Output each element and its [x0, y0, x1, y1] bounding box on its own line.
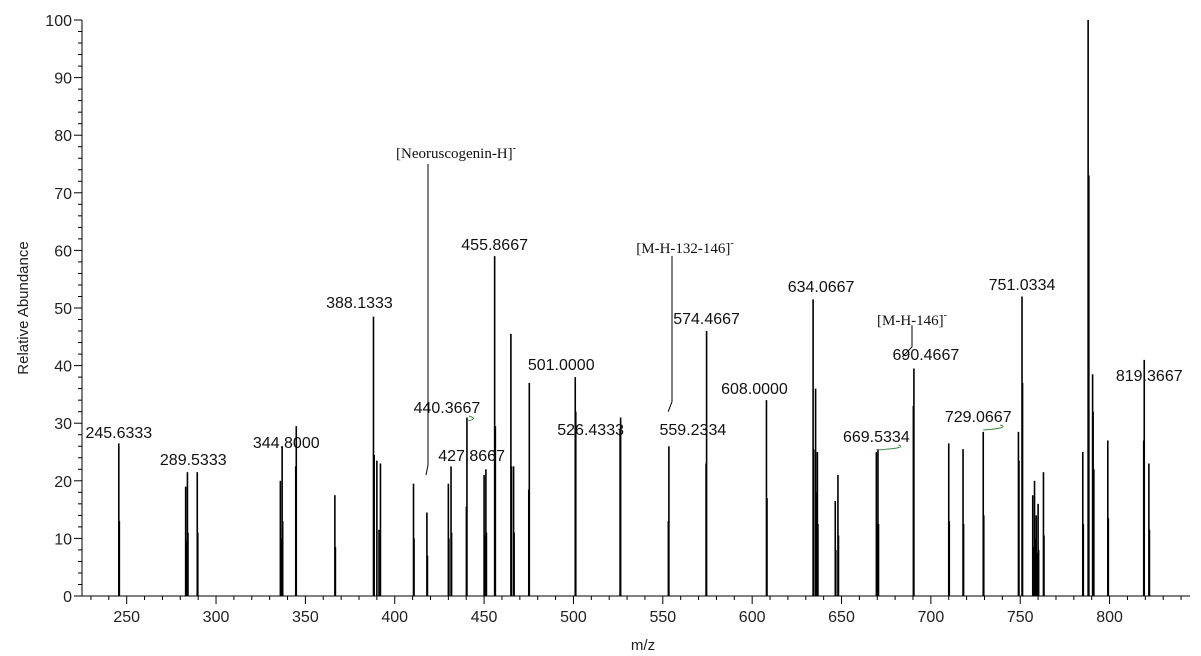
x-axis: 250 300 350 400 450 500 550 600 650 700 750 800: [82, 595, 1190, 626]
peak-series: [118, 20, 1151, 596]
peak-label: 526.4333: [557, 422, 624, 439]
peak-label: 289.5333: [160, 452, 227, 469]
x-axis-title: m/z: [631, 637, 655, 654]
peak-label: 455.8667: [461, 237, 528, 254]
annotations: [Neoruscogenin-H]- [M-H-132-146]- [M-H-146…: [396, 143, 947, 476]
x-tick-label: 700: [918, 609, 945, 626]
peak-label: 344.8000: [253, 435, 320, 452]
x-tick-label: 300: [203, 609, 230, 626]
annotation-label: [M-H-146]-: [877, 310, 947, 329]
peak-label: 501.0000: [528, 357, 595, 374]
y-tick-label: 100: [45, 13, 72, 30]
annotation-leader: [425, 164, 429, 476]
peak-label-leader: [983, 424, 1004, 431]
peak-label: 729.0667: [945, 409, 1012, 426]
annotation-leader: [901, 325, 913, 358]
peak-label: 574.4667: [673, 311, 740, 328]
y-axis: 0 10 20 30 40 50 60 70 80 90 100: [45, 13, 83, 606]
y-tick-label: 50: [54, 301, 72, 318]
peak-label: 819.3667: [1116, 368, 1183, 385]
x-tick-label: 500: [560, 609, 587, 626]
x-tick-label: 750: [1007, 609, 1034, 626]
y-tick-label: 30: [54, 416, 72, 433]
peak-label: 427.8667: [438, 448, 505, 465]
peak-label: 690.4667: [893, 347, 960, 364]
peak-label: 388.1333: [326, 295, 393, 312]
y-tick-label: 90: [54, 71, 72, 88]
x-tick-label: 350: [292, 609, 319, 626]
peak-labels: 245.6333 289.5333 344.8000 388.1333 427.8667…: [85, 237, 1182, 469]
peak-label: 751.0334: [989, 277, 1056, 294]
x-tick-label: 800: [1096, 609, 1123, 626]
y-tick-label: 60: [54, 243, 72, 260]
peak-label: 608.0000: [721, 381, 788, 398]
peak-label: 440.3667: [414, 400, 481, 417]
peak-label: 245.6333: [85, 425, 152, 442]
x-tick-label: 250: [113, 609, 140, 626]
annotation-leader: [667, 256, 673, 412]
x-tick-label: 650: [828, 609, 855, 626]
y-tick-label: 80: [54, 128, 72, 145]
y-axis-title: Relative Abundance: [15, 241, 32, 374]
peak-label-leader: [466, 415, 474, 422]
x-tick-label: 450: [471, 609, 498, 626]
y-tick-label: 40: [54, 359, 72, 376]
annotation-label: [Neoruscogenin-H]-: [396, 143, 516, 162]
annotation-label: [M-H-132-146]-: [636, 238, 734, 257]
y-tick-label: 10: [54, 531, 72, 548]
x-tick-label: 600: [739, 609, 766, 626]
peak-label: 669.5334: [843, 429, 910, 446]
x-tick-label: 400: [381, 609, 408, 626]
y-tick-label: 20: [54, 474, 72, 491]
peak-label-leader: [876, 444, 902, 451]
peak-label: 634.0667: [788, 279, 855, 296]
peak-label: 559.2334: [660, 422, 727, 439]
x-tick-label: 550: [649, 609, 676, 626]
y-tick-label: 70: [54, 186, 72, 203]
y-tick-label: 0: [63, 589, 72, 606]
